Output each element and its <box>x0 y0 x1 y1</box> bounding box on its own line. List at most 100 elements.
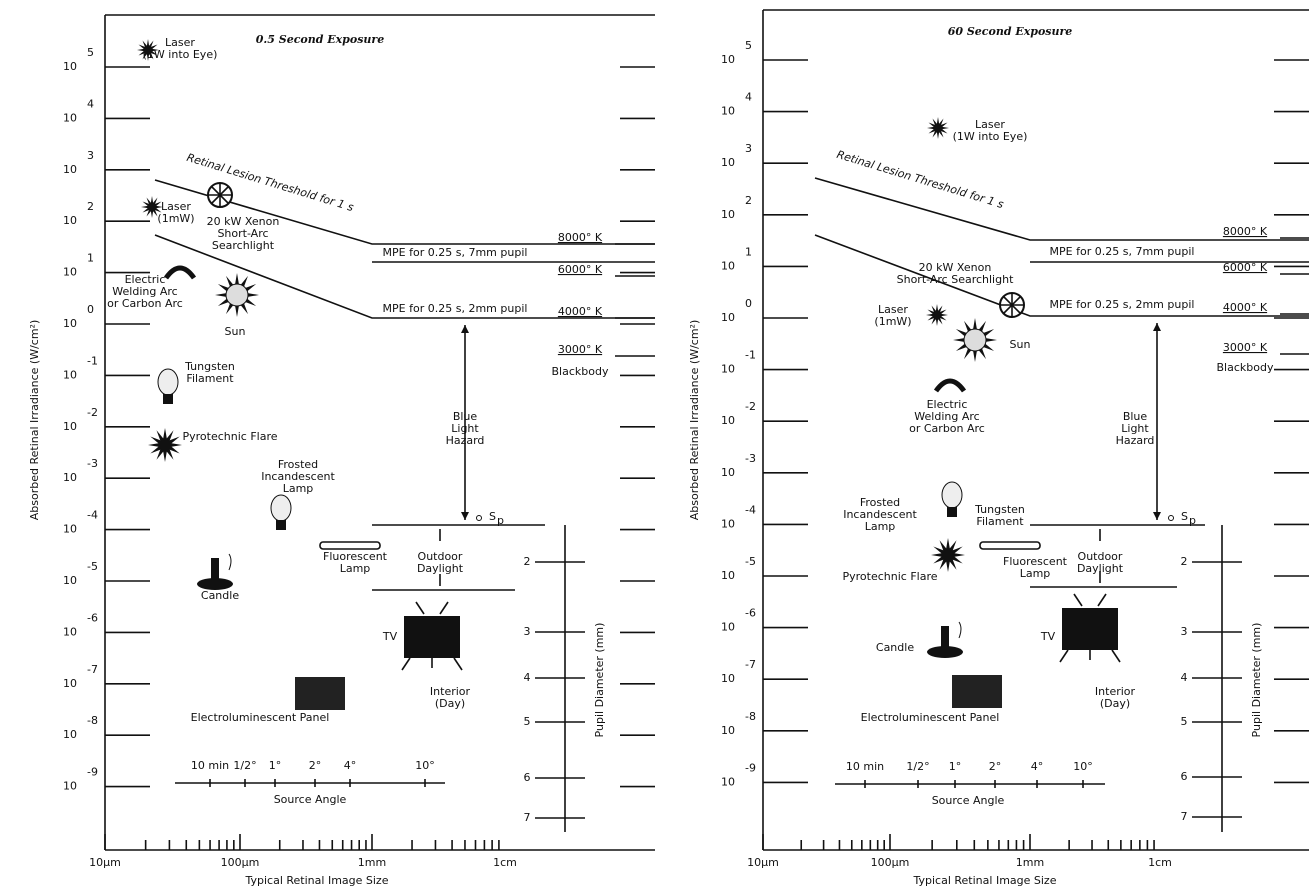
source-label: Laser <box>161 200 191 213</box>
source-label: (1mW) <box>157 212 194 225</box>
laser-icon <box>926 304 948 326</box>
source-label: Electric <box>927 398 968 411</box>
pupil-tick-label: 3 <box>524 625 531 638</box>
source-label: Filament <box>976 515 1024 528</box>
source-label: Light <box>1121 422 1149 435</box>
y-tick-base: 10 <box>721 621 735 634</box>
x-tick-label: 100μm <box>871 856 910 869</box>
source-angle-tick-label: 1/2° <box>906 760 929 773</box>
source-label: Blue <box>453 410 478 423</box>
candle-icon <box>941 626 949 652</box>
electroluminescent-icon <box>295 677 345 710</box>
tv-leg <box>453 657 463 671</box>
y-tick-base: 10 <box>63 163 77 176</box>
source-label: (1mW) <box>874 315 911 328</box>
y-tick-exponent: -4 <box>87 509 98 522</box>
arrow-head <box>461 512 469 520</box>
tv-icon <box>1062 608 1118 650</box>
welding-arc-icon <box>163 265 197 280</box>
temperature-label: 8000° K <box>1223 225 1268 238</box>
source-label: Lamp <box>865 520 896 533</box>
pupil-tick-label: 2 <box>1181 555 1188 568</box>
y-tick-exponent: 4 <box>87 97 94 110</box>
arrow-head <box>461 325 469 333</box>
y-tick-base: 10 <box>63 574 77 587</box>
bulb-icon <box>157 368 179 396</box>
mpe-7mm-label: MPE for 0.25 s, 7mm pupil <box>1050 245 1195 258</box>
temperature-label: 6000° K <box>558 263 603 276</box>
y-tick-base: 10 <box>721 53 735 66</box>
source-label: Daylight <box>1077 562 1124 575</box>
source-label: Welding Arc <box>914 410 979 423</box>
source-label: (1W into Eye) <box>953 130 1028 143</box>
source-label: (1W into Eye) <box>143 48 218 61</box>
tv-leg <box>401 657 411 671</box>
source-angle-tick-label: 1° <box>949 760 962 773</box>
y-tick-base: 10 <box>63 523 77 536</box>
y-tick-exponent: 1 <box>745 245 752 258</box>
source-label: Lamp <box>1020 567 1051 580</box>
temperature-label: 4000° K <box>558 305 603 318</box>
flame <box>958 621 962 639</box>
y-tick-exponent: -3 <box>87 457 98 470</box>
y-tick-exponent: 5 <box>87 46 94 59</box>
candle-icon <box>211 558 219 584</box>
sp-marker <box>1168 515 1174 521</box>
pupil-tick-label: 5 <box>1181 715 1188 728</box>
source-angle-tick-label: 2° <box>309 759 322 772</box>
y-tick-base: 10 <box>721 672 735 685</box>
antenna <box>415 601 425 615</box>
y-tick-base: 10 <box>721 517 735 530</box>
y-tick-base: 10 <box>63 368 77 381</box>
sp-subscript: p <box>497 514 504 527</box>
y-tick-exponent: 2 <box>745 194 752 207</box>
x-tick-label: 1mm <box>358 856 386 869</box>
source-angle-tick-label: 10 min <box>191 759 229 772</box>
y-tick-exponent: 2 <box>87 200 94 213</box>
source-label: Lamp <box>283 482 314 495</box>
sp-symbol: S <box>489 510 496 523</box>
source-label: Laser <box>975 118 1005 131</box>
y-tick-exponent: -1 <box>745 349 756 362</box>
pupil-tick-label: 4 <box>524 671 531 684</box>
temperature-label: 3000° K <box>558 343 603 356</box>
source-label: Welding Arc <box>112 285 177 298</box>
y-tick-exponent: -8 <box>87 714 98 727</box>
source-label: Short-Arc <box>217 227 268 240</box>
x-axis-label: Typical Retinal Image Size <box>245 874 389 887</box>
source-label: 20 kW Xenon <box>207 215 280 228</box>
source-angle-tick-label: 4° <box>344 759 357 772</box>
mpe-2mm <box>814 234 1309 317</box>
y-tick-exponent: -7 <box>87 663 98 676</box>
source-label: Filament <box>186 372 234 385</box>
sp-subscript: p <box>1189 514 1196 527</box>
source-label: Blue <box>1123 410 1148 423</box>
laser-icon <box>137 39 159 61</box>
y-tick-exponent: -1 <box>87 354 98 367</box>
x-tick-label: 10μm <box>89 856 121 869</box>
y-tick-base: 10 <box>721 363 735 376</box>
blackbody-label: Blackbody <box>552 365 609 378</box>
source-label: Laser <box>165 36 195 49</box>
antenna <box>1073 593 1083 607</box>
source-angle-tick-label: 10° <box>1073 760 1093 773</box>
source-label: Incandescent <box>843 508 917 521</box>
source-label: Tungsten <box>184 360 235 373</box>
y-tick-base: 10 <box>721 311 735 324</box>
source-label: TV <box>1040 630 1056 643</box>
source-label: (Day) <box>435 697 465 710</box>
y-tick-exponent: 1 <box>87 252 94 265</box>
pupil-tick-label: 2 <box>524 555 531 568</box>
y-tick-exponent: -6 <box>745 607 756 620</box>
y-tick-base: 10 <box>63 471 77 484</box>
bulb-icon <box>941 481 963 509</box>
y-tick-exponent: -7 <box>745 658 756 671</box>
source-label: Electric <box>125 273 166 286</box>
y-tick-base: 10 <box>63 111 77 124</box>
y-tick-base: 10 <box>721 724 735 737</box>
lesion-label: Retinal Lesion Threshold for 1 s <box>835 148 1005 211</box>
lesion-threshold <box>814 177 1309 241</box>
source-label: Hazard <box>446 434 485 447</box>
pupil-axis-label: Pupil Diameter (mm) <box>593 623 606 738</box>
